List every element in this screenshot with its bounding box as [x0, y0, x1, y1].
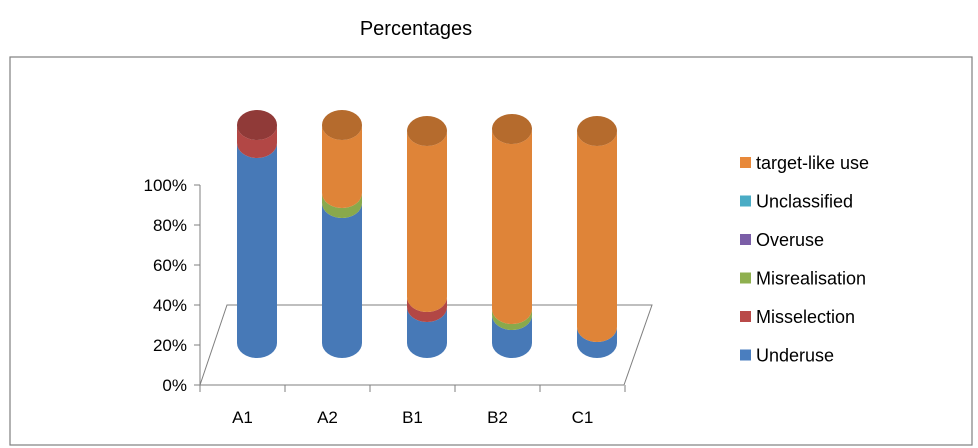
bar-segment — [492, 129, 532, 324]
legend-label: Misselection — [756, 307, 855, 327]
y-tick-label: 0% — [162, 376, 187, 395]
bar-segment — [577, 131, 617, 342]
bar-top-cap — [407, 116, 447, 146]
bar-segment — [492, 315, 532, 358]
bar-segment — [407, 307, 447, 358]
bar-segment — [237, 125, 277, 158]
y-tick-label: 100% — [144, 176, 187, 195]
bar-stack — [492, 114, 532, 358]
legend-swatch — [740, 234, 751, 245]
bar-top-cap — [492, 114, 532, 144]
bars — [237, 110, 617, 358]
bar-stack — [237, 110, 277, 358]
bar-segment — [492, 309, 532, 330]
legend-label: Underuse — [756, 346, 834, 366]
bar-stack — [407, 116, 447, 358]
bar-segment — [322, 203, 362, 358]
legend-swatch — [740, 195, 751, 207]
x-tick-label: A1 — [232, 408, 253, 427]
x-tick-label: B2 — [487, 408, 508, 427]
x-axis: A1 A2 B1 B2 C1 — [199, 385, 626, 427]
legend: target-like use Unclassified Overuse Misrea… — [740, 153, 869, 366]
bar-stack — [577, 116, 617, 358]
y-tick-label: 20% — [153, 336, 187, 355]
legend-label: Misrealisation — [756, 269, 866, 289]
bar-segment — [407, 131, 447, 312]
y-tick-label: 60% — [153, 256, 187, 275]
x-tick-label: A2 — [317, 408, 338, 427]
chart-title: Percentages — [359, 18, 473, 40]
y-tick-label: 40% — [153, 296, 187, 315]
legend-label: Unclassified — [756, 192, 853, 212]
x-tick-label: B1 — [402, 408, 423, 427]
legend-swatch — [740, 157, 751, 168]
bar-top-cap — [237, 110, 277, 140]
legend-swatch — [740, 349, 751, 361]
legend-swatch — [740, 272, 751, 284]
legend-label: target-like use — [756, 153, 869, 173]
bar-stack — [322, 110, 362, 358]
legend-swatch — [740, 311, 751, 322]
bar-segment — [407, 297, 447, 322]
bar-top-cap — [577, 116, 617, 146]
bar-segment — [322, 125, 362, 208]
x-tick-label: C1 — [572, 408, 594, 427]
y-axis: 0% 20% 40% 60% 80% 100% — [144, 176, 201, 395]
bar-segment — [237, 143, 277, 358]
bar-segment — [322, 193, 362, 218]
bar-segment — [577, 327, 617, 358]
legend-label: Overuse — [756, 230, 824, 250]
bar-top-cap — [322, 110, 362, 140]
y-tick-label: 80% — [153, 216, 187, 235]
chart-frame — [9, 56, 973, 446]
